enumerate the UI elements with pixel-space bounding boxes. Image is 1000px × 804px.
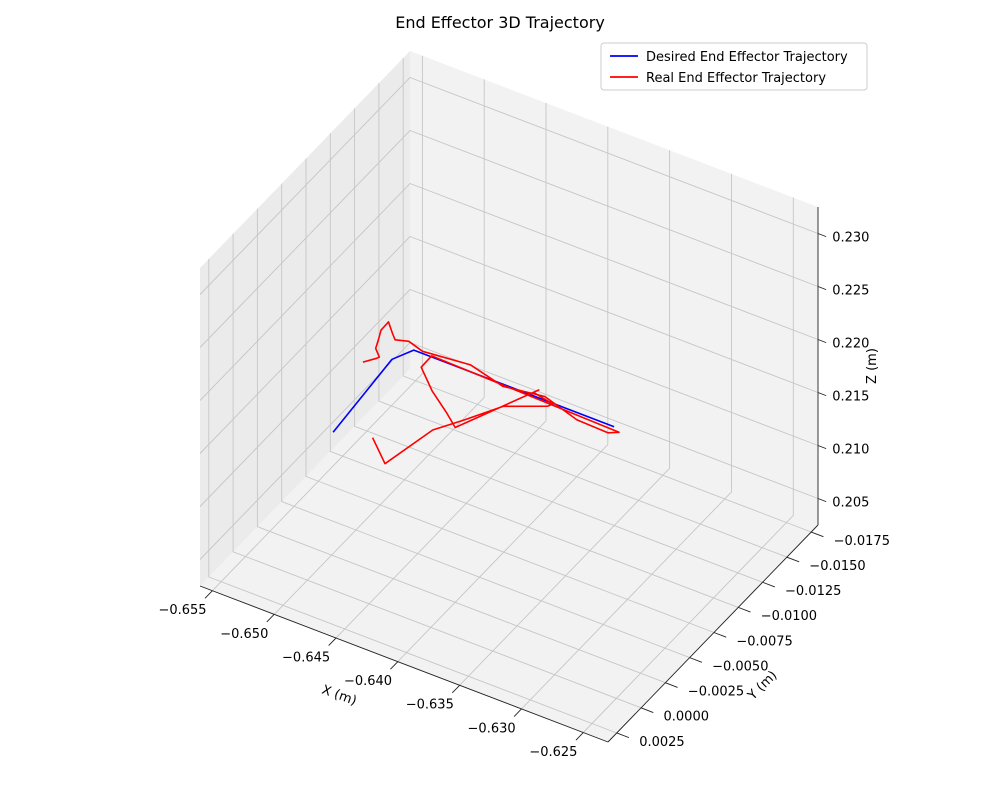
z-tick-2 bbox=[817, 392, 827, 397]
x-axis-line bbox=[199, 585, 609, 743]
x-tick-label-2: −0.645 bbox=[282, 650, 330, 665]
z-tick-label-0: 0.205 bbox=[832, 496, 869, 511]
z-tick-label-4: 0.225 bbox=[832, 284, 869, 299]
y-tick-5 bbox=[738, 606, 751, 613]
y-tick-label-0: 0.0025 bbox=[639, 735, 685, 750]
y-tick-label-4: −0.0075 bbox=[736, 634, 792, 649]
z-grid-line-3 bbox=[199, 182, 819, 401]
x-tick-4 bbox=[451, 684, 460, 694]
z-tick-label-1: 0.210 bbox=[832, 443, 869, 458]
x-grid-line-0 bbox=[212, 55, 423, 592]
x-tick-label-3: −0.640 bbox=[344, 674, 392, 689]
x-tick-0 bbox=[204, 590, 213, 599]
x-grid-line-3 bbox=[397, 126, 609, 662]
x-grid-line-1 bbox=[273, 79, 485, 615]
x-grid-line-5 bbox=[521, 173, 732, 710]
series-lines bbox=[332, 321, 620, 465]
z-tick-4 bbox=[817, 286, 827, 291]
y-grid-line-7 bbox=[378, 83, 788, 558]
y-tick-label-2: −0.0025 bbox=[688, 685, 744, 700]
legend: Desired End Effector Trajectory Real End… bbox=[600, 42, 868, 91]
y-tick-6 bbox=[762, 581, 775, 588]
y-tick-7 bbox=[786, 556, 800, 563]
x-grid-line-4 bbox=[459, 150, 671, 686]
axes-panes bbox=[200, 51, 818, 742]
y-grid-line-5 bbox=[329, 133, 739, 608]
y-grid-line-6 bbox=[354, 108, 763, 583]
y-axis-line bbox=[607, 524, 819, 743]
y-tick-label-8: −0.0175 bbox=[834, 534, 890, 549]
y-grid-line-4 bbox=[305, 158, 715, 633]
z-tick-3 bbox=[817, 339, 827, 344]
x-tick-6 bbox=[575, 732, 584, 741]
z-grid-line-5 bbox=[199, 76, 819, 295]
x-tick-5 bbox=[513, 708, 522, 717]
z-tick-label-5: 0.230 bbox=[832, 231, 869, 246]
axis-lines bbox=[199, 207, 819, 743]
x-tick-label-0: −0.655 bbox=[158, 603, 206, 618]
x-tick-label-4: −0.635 bbox=[406, 698, 454, 713]
x-tick-3 bbox=[390, 661, 399, 670]
z-tick-label-3: 0.220 bbox=[832, 337, 869, 352]
y-tick-4 bbox=[713, 632, 727, 638]
z-axis-label: Z (m) bbox=[865, 348, 880, 384]
tick-labels: −0.655 −0.650 −0.645 −0.640 −0.635 −0.630 −0.6… bbox=[158, 231, 890, 760]
y-tick-label-5: −0.0100 bbox=[761, 609, 817, 624]
z-grid-line-1 bbox=[199, 288, 819, 507]
z-tick-1 bbox=[817, 445, 827, 450]
x-tick-1 bbox=[266, 614, 275, 623]
grid-lines bbox=[199, 55, 819, 734]
z-grid-line-4 bbox=[199, 129, 819, 348]
x-grid-line-6 bbox=[582, 197, 794, 733]
y-grid-line-2 bbox=[256, 208, 666, 684]
y-tick-label-6: −0.0125 bbox=[785, 584, 841, 599]
legend-entry-real: Real End Effector Trajectory bbox=[646, 71, 826, 86]
y-tick-8 bbox=[811, 531, 824, 538]
y-tick-label-7: −0.0150 bbox=[809, 559, 865, 574]
y-grid-line-8 bbox=[402, 58, 812, 533]
y-grid-line-1 bbox=[232, 233, 642, 709]
z-tick-5 bbox=[817, 233, 827, 238]
z-tick-0 bbox=[817, 498, 827, 503]
y-tick-1 bbox=[640, 707, 654, 713]
legend-entry-desired: Desired End Effector Trajectory bbox=[646, 50, 848, 65]
y-tick-0 bbox=[616, 732, 630, 739]
x-grid-line-2 bbox=[335, 103, 547, 639]
y-tick-label-1: 0.0000 bbox=[664, 710, 710, 725]
x-tick-label-1: −0.650 bbox=[220, 627, 268, 642]
x-tick-2 bbox=[328, 637, 337, 646]
y-tick-3 bbox=[689, 657, 703, 663]
legend-box bbox=[600, 42, 868, 91]
z-tick-label-2: 0.215 bbox=[832, 390, 869, 405]
z-grid-line-2 bbox=[199, 235, 819, 454]
y-grid-line-0 bbox=[208, 259, 617, 734]
x-tick-label-6: −0.625 bbox=[529, 745, 577, 760]
series-line-1 bbox=[362, 321, 620, 465]
x-tick-label-5: −0.630 bbox=[468, 721, 516, 736]
floor-pane bbox=[200, 369, 818, 742]
y-grid-line-3 bbox=[281, 183, 690, 659]
y-tick-label-3: −0.0050 bbox=[712, 659, 768, 674]
chart-title: End Effector 3D Trajectory bbox=[395, 13, 605, 32]
y-tick-2 bbox=[665, 682, 678, 688]
